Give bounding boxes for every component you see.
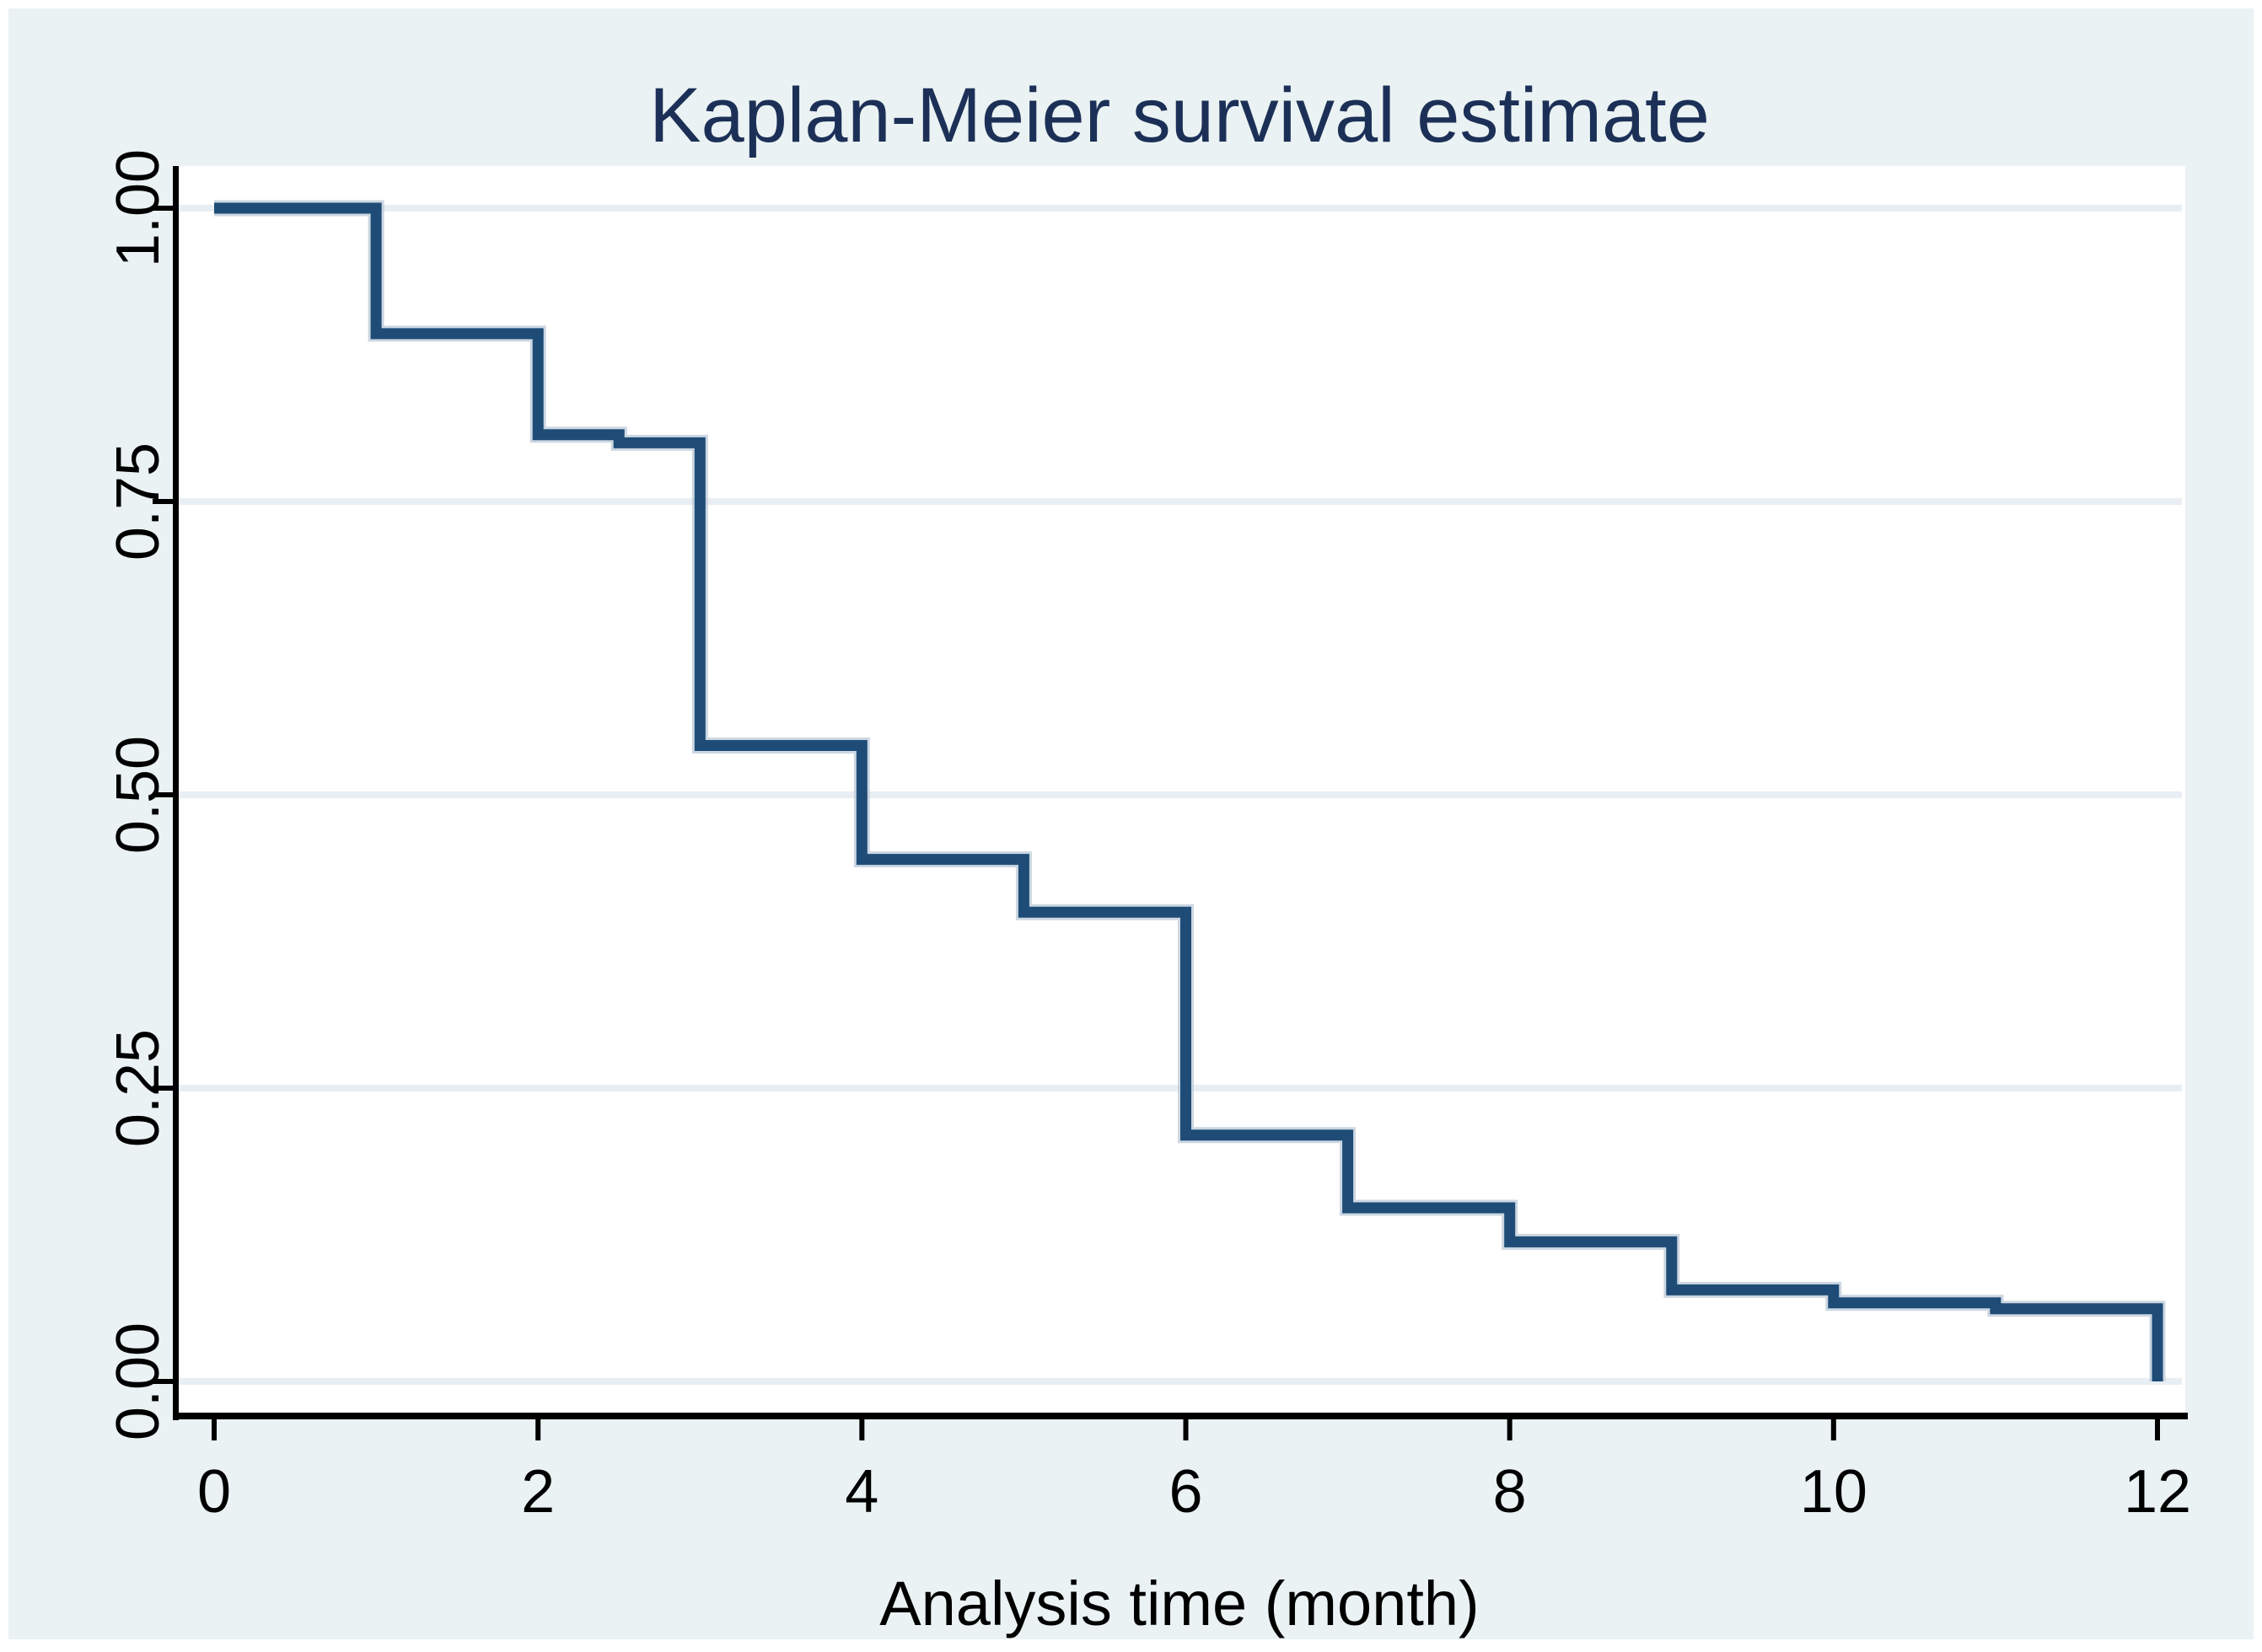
plot-area — [175, 166, 2185, 1416]
x-tick — [859, 1419, 865, 1440]
y-tick — [153, 792, 174, 797]
x-tick — [1507, 1419, 1512, 1440]
gridline — [179, 791, 2182, 798]
gridline — [179, 1378, 2182, 1385]
y-tick — [153, 206, 174, 211]
x-tick-label: 2 — [521, 1458, 555, 1526]
chart-title: Kaplan-Meier survival estimate — [649, 72, 1710, 158]
y-tick — [153, 1086, 174, 1091]
x-tick — [1183, 1419, 1189, 1440]
y-tick-label: 0.25 — [105, 1029, 172, 1147]
y-ticks — [153, 206, 174, 1384]
y-tick-label: 0.50 — [105, 736, 172, 854]
km-curve-line — [214, 202, 2163, 1381]
y-tick-label: 0.75 — [105, 442, 172, 560]
x-tick-label: 6 — [1169, 1458, 1202, 1526]
y-tick-label: 0.00 — [105, 1322, 172, 1440]
x-tick — [535, 1419, 541, 1440]
y-tick — [153, 499, 174, 504]
gridline — [179, 498, 2182, 505]
x-tick-label: 4 — [845, 1458, 878, 1526]
x-tick-label: 12 — [2124, 1458, 2191, 1526]
x-tick — [1830, 1419, 1836, 1440]
x-axis-line — [173, 1413, 2188, 1419]
x-tick-label: 8 — [1493, 1458, 1527, 1526]
x-tick — [2155, 1419, 2160, 1440]
km-curve — [214, 200, 2166, 1381]
x-axis-label: Analysis time (month) — [879, 1569, 1479, 1639]
x-tick-label: 10 — [1800, 1458, 1867, 1526]
x-tick — [212, 1419, 217, 1440]
x-ticks — [212, 1419, 2160, 1440]
y-tick — [153, 1379, 174, 1384]
x-tick-label: 0 — [197, 1458, 231, 1526]
y-tick-labels: 0.00 0.25 0.50 0.75 1.00 — [105, 149, 172, 1440]
y-axis-line — [173, 166, 179, 1420]
gridline — [179, 205, 2182, 212]
axes — [173, 166, 2188, 1420]
x-tick-labels: 0 2 4 6 8 10 12 — [197, 1458, 2191, 1526]
y-tick-label: 1.00 — [105, 149, 172, 267]
